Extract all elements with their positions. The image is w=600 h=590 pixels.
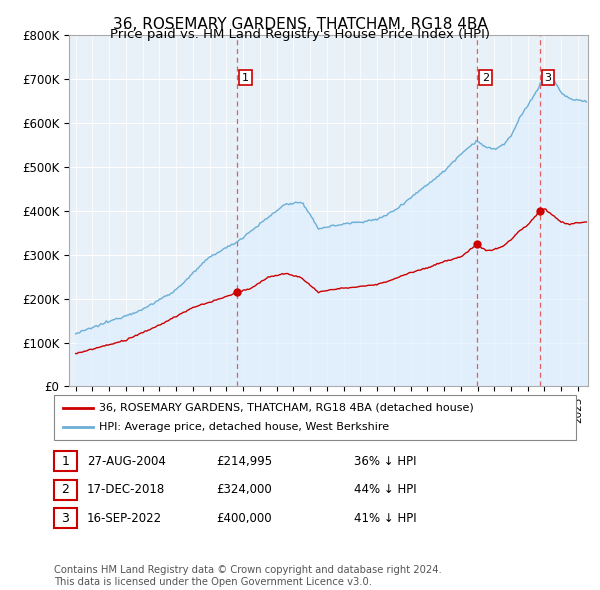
Text: 17-DEC-2018: 17-DEC-2018	[87, 483, 165, 496]
Text: 41% ↓ HPI: 41% ↓ HPI	[354, 512, 416, 525]
Text: Contains HM Land Registry data © Crown copyright and database right 2024.
This d: Contains HM Land Registry data © Crown c…	[54, 565, 442, 587]
Text: 3: 3	[545, 73, 551, 83]
Text: 2: 2	[61, 483, 70, 496]
Text: 36% ↓ HPI: 36% ↓ HPI	[354, 455, 416, 468]
Text: £324,000: £324,000	[216, 483, 272, 496]
Text: 3: 3	[61, 512, 70, 525]
Text: HPI: Average price, detached house, West Berkshire: HPI: Average price, detached house, West…	[99, 422, 389, 432]
Text: 1: 1	[242, 73, 249, 83]
Text: 2: 2	[482, 73, 489, 83]
Text: 36, ROSEMARY GARDENS, THATCHAM, RG18 4BA (detached house): 36, ROSEMARY GARDENS, THATCHAM, RG18 4BA…	[99, 403, 474, 412]
Text: 44% ↓ HPI: 44% ↓ HPI	[354, 483, 416, 496]
Text: 16-SEP-2022: 16-SEP-2022	[87, 512, 162, 525]
Text: £400,000: £400,000	[216, 512, 272, 525]
Text: 27-AUG-2004: 27-AUG-2004	[87, 455, 166, 468]
Text: Price paid vs. HM Land Registry's House Price Index (HPI): Price paid vs. HM Land Registry's House …	[110, 28, 490, 41]
Text: 36, ROSEMARY GARDENS, THATCHAM, RG18 4BA: 36, ROSEMARY GARDENS, THATCHAM, RG18 4BA	[113, 17, 487, 31]
Text: £214,995: £214,995	[216, 455, 272, 468]
Text: 1: 1	[61, 455, 70, 468]
